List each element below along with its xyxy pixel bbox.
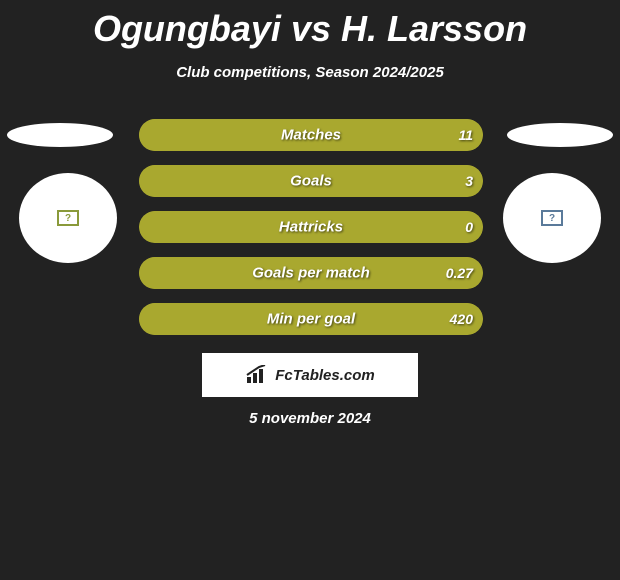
vs-text: vs [291,8,331,49]
player1-flag-icon: ? [57,210,79,226]
stat-row: Goals3 [139,165,483,197]
subtitle: Club competitions, Season 2024/2025 [0,64,620,81]
player1-name: Ogungbayi [93,8,281,49]
bar-value-right: 3 [465,173,473,189]
stats-area: ? ? Matches11 Goals3 Hattricks0 Goals per m… [0,119,620,339]
bar-value-right: 420 [450,311,473,327]
stat-bars: Matches11 Goals3 Hattricks0 Goals per match… [139,119,483,349]
bar-label: Hattricks [139,219,483,236]
stat-row: Hattricks0 [139,211,483,243]
ellipse-right [507,123,613,147]
brand-chart-icon [245,365,271,385]
player2-badge: ? [503,173,601,263]
bar-value-right: 11 [458,127,473,143]
player1-badge: ? [19,173,117,263]
player2-name: H. Larsson [341,8,527,49]
bar-label: Goals per match [139,265,483,282]
date-text: 5 november 2024 [0,410,620,427]
bar-label: Goals [139,173,483,190]
bar-label: Matches [139,127,483,144]
stat-row: Matches11 [139,119,483,151]
brand-text: FcTables.com [275,367,374,384]
stat-row: Min per goal420 [139,303,483,335]
comparison-title: Ogungbayi vs H. Larsson [0,0,620,50]
player2-flag-icon: ? [541,210,563,226]
brand-box[interactable]: FcTables.com [202,353,418,397]
ellipse-left [7,123,113,147]
bar-value-right: 0 [465,219,473,235]
stat-row: Goals per match0.27 [139,257,483,289]
bar-value-right: 0.27 [446,265,473,281]
bar-label: Min per goal [139,311,483,328]
